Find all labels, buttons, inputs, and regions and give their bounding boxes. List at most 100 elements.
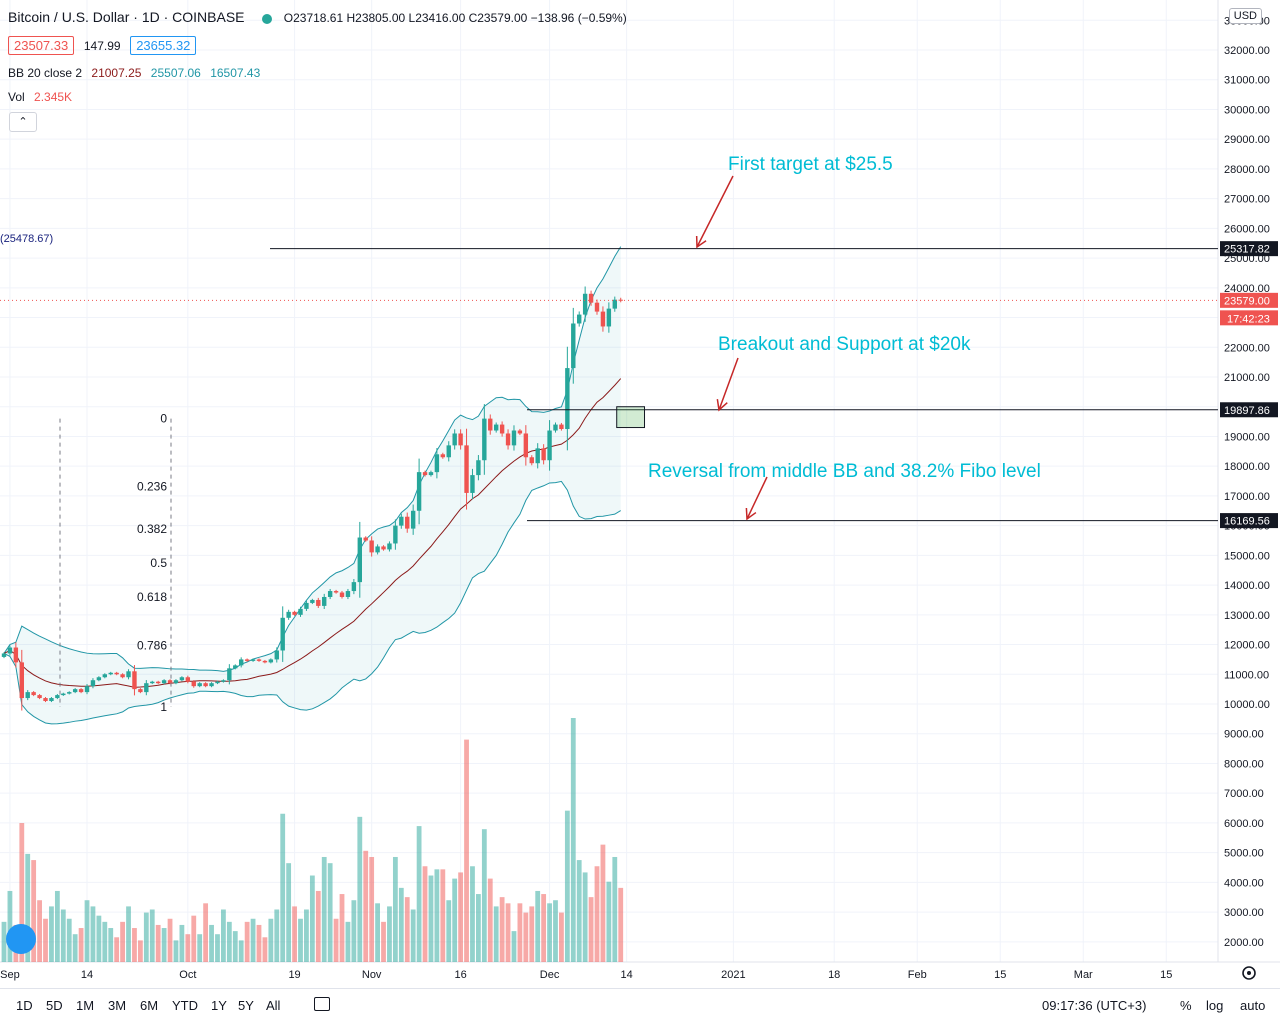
- volume-bar: [458, 872, 464, 962]
- timeframe-button[interactable]: 5Y: [238, 998, 254, 1013]
- volume-bar: [606, 881, 612, 962]
- vol-label: Vol: [8, 90, 25, 104]
- log-toggle[interactable]: log: [1206, 998, 1224, 1013]
- candle-body: [61, 693, 66, 696]
- countdown-tag-bg: [1220, 310, 1278, 326]
- price-tick-label: 12000.00: [1224, 640, 1270, 652]
- volume-bar: [114, 937, 120, 962]
- volume-bar: [232, 931, 238, 962]
- timeframe-button[interactable]: All: [266, 998, 281, 1013]
- bb-upper-value: 25507.06: [150, 66, 201, 80]
- candle-body: [179, 677, 185, 681]
- candle-body: [37, 695, 42, 699]
- vol-value: 2.345K: [34, 90, 73, 104]
- candle-body: [49, 698, 54, 702]
- calendar-range-icon[interactable]: [314, 997, 330, 1011]
- volume-bar: [126, 906, 131, 962]
- candle-body: [565, 368, 570, 430]
- volume-bar: [481, 829, 487, 962]
- timeframe-button[interactable]: 6M: [140, 998, 159, 1013]
- volume-bar: [493, 906, 499, 962]
- price-tick-label: 27000.00: [1224, 194, 1270, 206]
- candle-body: [327, 591, 333, 597]
- candle-body: [322, 596, 327, 606]
- price-tick-label: 26000.00: [1224, 223, 1270, 235]
- price-tick-label: 18000.00: [1224, 461, 1270, 473]
- timeframe-button[interactable]: 5D: [46, 998, 63, 1013]
- volume-bar: [387, 906, 392, 962]
- volume-bar: [428, 875, 434, 962]
- annotation-text[interactable]: First target at $25.5: [728, 154, 893, 175]
- fib-level-label: 0: [160, 412, 167, 426]
- candle-body: [434, 454, 440, 473]
- percent-toggle[interactable]: %: [1180, 998, 1192, 1013]
- candle-body: [250, 659, 256, 661]
- candle-body: [482, 418, 487, 461]
- candle-body: [185, 677, 191, 682]
- volume-bar: [1, 921, 7, 962]
- bottom-toolbar: 1D 5D 1M 3M 6M YTD 1Y 5Y All 09:17:36 (UTC+3) % …: [0, 988, 1280, 1025]
- annotation-text[interactable]: Reversal from middle BB and 38.2% Fibo l…: [648, 461, 1041, 482]
- candle-body: [452, 433, 457, 446]
- candle-body: [440, 454, 446, 458]
- candle-body: [215, 681, 220, 684]
- volume-bar: [215, 934, 220, 962]
- price-chart[interactable]: 2000.00 3000.00 4000.00 5000.00 6000.00 7000.…: [0, 0, 1280, 988]
- auto-toggle[interactable]: auto: [1240, 998, 1266, 1013]
- timeframe-button[interactable]: YTD: [172, 998, 198, 1013]
- volume-bar: [185, 934, 191, 962]
- bb-legend[interactable]: BB 20 close 2 21007.25 25507.06 16507.43: [8, 66, 266, 80]
- price-tick-label: 14000.00: [1224, 580, 1270, 592]
- volume-bar: [321, 856, 327, 962]
- volume-bar: [404, 897, 410, 962]
- timeframe-button[interactable]: 3M: [108, 998, 127, 1013]
- time-tick-label: 2021: [721, 969, 745, 981]
- annotation-text[interactable]: Breakout and Support at $20k: [718, 334, 971, 355]
- fib-level-label: 0.5: [150, 556, 167, 570]
- candle-body: [559, 424, 564, 430]
- volume-legend[interactable]: Vol 2.345K: [8, 90, 78, 104]
- time-tick-label: Nov: [362, 969, 382, 981]
- level-axis-tag-label: 19897.86: [1224, 405, 1270, 417]
- price-tick-label: 11000.00: [1224, 669, 1269, 681]
- volume-bar: [262, 937, 268, 962]
- candle-body: [505, 433, 511, 446]
- volume-bar: [511, 931, 517, 962]
- ask-price[interactable]: 23655.32: [130, 36, 197, 55]
- clock-label[interactable]: 09:17:36 (UTC+3): [1042, 998, 1147, 1013]
- candle-body: [7, 647, 13, 654]
- bid-price[interactable]: 23507.33: [8, 36, 75, 55]
- timeframe-button[interactable]: 1M: [76, 998, 95, 1013]
- countdown-tag-label: 17:42:23: [1227, 313, 1270, 325]
- bid-ask-row: 23507.33 147.99 23655.32: [8, 36, 202, 55]
- annotation-arrow-shaft: [746, 476, 768, 520]
- volume-bar: [226, 921, 232, 962]
- annotation-arrow-head: [745, 507, 757, 521]
- volume-bar: [381, 921, 386, 962]
- timeframe-button[interactable]: 1Y: [211, 998, 227, 1013]
- currency-badge[interactable]: USD: [1228, 8, 1262, 24]
- chevron-up-icon[interactable]: ⌃: [9, 112, 37, 132]
- volume-bar: [49, 906, 54, 962]
- volume-bar: [31, 860, 37, 962]
- volume-bar: [375, 903, 380, 962]
- timeframe-button[interactable]: 1D: [16, 998, 33, 1013]
- price-tick-label: 32000.00: [1224, 45, 1270, 57]
- gear-icon[interactable]: [1242, 966, 1256, 980]
- candle-body: [529, 457, 534, 464]
- volume-bar: [446, 900, 452, 962]
- candle-body: [577, 314, 582, 324]
- price-tick-label: 6000.00: [1224, 818, 1264, 830]
- candle-body: [161, 680, 167, 684]
- candle-body: [600, 311, 606, 327]
- volume-bar: [470, 866, 475, 962]
- candle-body: [90, 680, 96, 687]
- volume-bar: [357, 816, 363, 962]
- candle-body: [144, 683, 149, 693]
- breakout-box: [616, 406, 646, 429]
- candle-body: [191, 681, 196, 687]
- gear-icon-center: [1247, 971, 1251, 975]
- bb-upper-line: [3, 246, 622, 672]
- candle-body: [304, 602, 309, 609]
- symbol-title[interactable]: Bitcoin / U.S. Dollar · 1D · COINBASE: [8, 9, 245, 25]
